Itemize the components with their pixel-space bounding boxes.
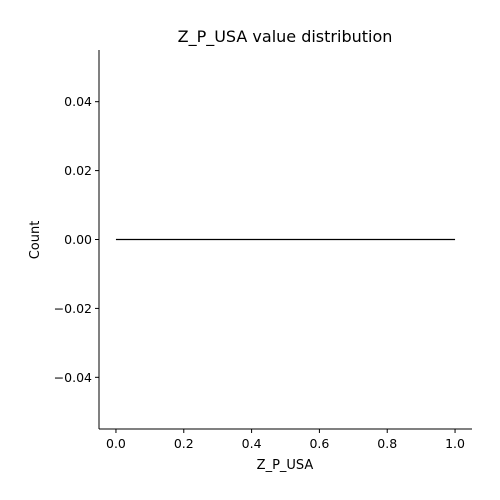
x-tick-label: 0.6: [309, 436, 329, 451]
y-tick-label: 0.00: [64, 232, 92, 247]
y-tick-label: 0.02: [64, 163, 92, 178]
chart-title: Z_P_USA value distribution: [178, 27, 393, 47]
y-tick-label: 0.04: [64, 94, 92, 109]
x-tick-label: 0.4: [242, 436, 262, 451]
y-axis-label: Count: [28, 221, 43, 260]
y-tick-label: −0.02: [54, 301, 92, 316]
y-tick-label: −0.04: [54, 370, 92, 385]
x-axis-label: Z_P_USA: [257, 458, 314, 473]
x-tick-label: 0.2: [174, 436, 194, 451]
x-tick-label: 0.0: [106, 436, 126, 451]
x-tick-label: 1.0: [445, 436, 465, 451]
x-tick-label: 0.8: [377, 436, 397, 451]
x-axis-ticks: 0.0 0.2 0.4 0.6 0.8 1.0: [106, 429, 465, 451]
y-axis-ticks: −0.04 −0.02 0.00 0.02 0.04: [54, 94, 99, 385]
